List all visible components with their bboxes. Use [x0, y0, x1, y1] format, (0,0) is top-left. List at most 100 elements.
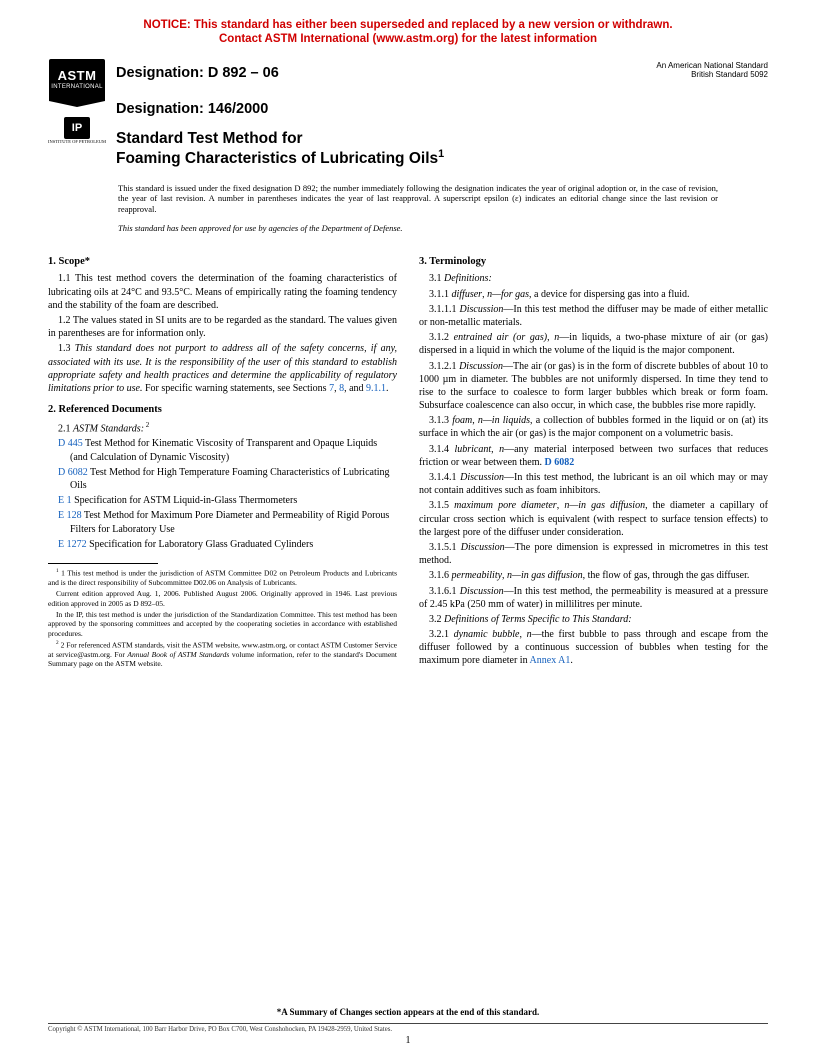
section-3-heading: 3. Terminology	[419, 255, 768, 269]
para-3-1-1-1: 3.1.1.1 Discussion—In this test method t…	[419, 303, 768, 329]
designation-2: Designation: 146/2000	[116, 101, 646, 117]
and-text: , and	[344, 383, 366, 394]
page: NOTICE: This standard has either been su…	[0, 0, 816, 1056]
ref-e128-text: Test Method for Maximum Pore Diameter an…	[70, 510, 389, 534]
para-3-1: 3.1 Definitions:	[419, 272, 768, 285]
para-1-1: 1.1 This test method covers the determin…	[48, 272, 397, 312]
p315-class: n—in gas diffusion	[564, 500, 645, 511]
intro-approval: This standard has been approved for use …	[118, 223, 768, 233]
link-e1[interactable]: E 1	[58, 495, 72, 506]
para-3-1-4-1: 3.1.4.1 Discussion—In this test method, …	[419, 471, 768, 497]
para-1-3: 1.3 This standard does not purport to ad…	[48, 342, 397, 395]
para-3-1-italic: Definitions:	[444, 273, 492, 284]
ref-e1272: E 1272 Specification for Laboratory Glas…	[48, 538, 397, 551]
title-line1: Standard Test Method for	[116, 130, 303, 147]
ref-d6082-text: Test Method for High Temperature Foaming…	[70, 467, 390, 491]
para-3-1-6-1: 3.1.6.1 Discussion—In this test method, …	[419, 585, 768, 611]
header-text: Designation: D 892 – 06 Designation: 146…	[116, 59, 646, 177]
header-right-1: An American National Standard	[656, 61, 768, 70]
p321-num: 3.2.1	[429, 629, 454, 640]
ref-d6082: D 6082 Test Method for High Temperature …	[48, 466, 397, 492]
p316-class: n—in gas diffusion	[507, 570, 583, 581]
summary-note: *A Summary of Changes section appears at…	[48, 1007, 768, 1017]
document-title: Standard Test Method for Foaming Charact…	[116, 129, 646, 169]
astm-logo-icon: ASTM INTERNATIONAL	[49, 59, 105, 101]
p314-term: lubricant	[454, 444, 491, 455]
para-2-1-italic: ASTM Standards:	[73, 423, 144, 434]
p311-term: diffuser	[452, 289, 483, 300]
p316-def: , the flow of gas, through the gas diffu…	[583, 570, 750, 581]
ip-logo-text: IP	[72, 122, 82, 134]
ip-logo-wrap: IP INSTITUTE OF PETROLEUM	[48, 107, 106, 145]
footnote-1b: Current edition approved Aug. 1, 2006. P…	[48, 589, 397, 608]
title-line2: Foaming Characteristics of Lubricating O…	[116, 150, 438, 167]
p3121-num: 3.1.2.1	[429, 361, 459, 372]
notice-banner: NOTICE: This standard has either been su…	[48, 18, 768, 47]
link-d445[interactable]: D 445	[58, 438, 83, 449]
para-1-3-tail: For specific warning statements, see Sec…	[142, 383, 329, 394]
para-2-1-sup: 2	[144, 421, 149, 429]
para-3-1-2-1: 3.1.2.1 Discussion—The air (or gas) is i…	[419, 360, 768, 413]
p316-term: permeability	[452, 570, 503, 581]
footnote-2b: Annual Book of ASTM Standards	[127, 650, 229, 659]
copyright: Copyright © ASTM International, 100 Barr…	[48, 1023, 768, 1033]
para-3-1-5-1: 3.1.5.1 Discussion—The pore dimension is…	[419, 541, 768, 567]
designation-1: Designation: D 892 – 06	[116, 65, 646, 81]
period-1: .	[386, 383, 389, 394]
astm-logo-text: ASTM	[58, 69, 97, 82]
para-3-1-6: 3.1.6 permeability, n—in gas diffusion, …	[419, 569, 768, 582]
ip-logo-icon: IP	[64, 117, 90, 139]
p314-comma: ,	[491, 444, 499, 455]
link-section-911[interactable]: 9.1.1	[366, 383, 386, 394]
link-annex-a1[interactable]: Annex A1	[530, 655, 571, 666]
p3151-num: 3.1.5.1	[429, 542, 461, 553]
para-3-1-5: 3.1.5 maximum pore diameter, n—in gas di…	[419, 499, 768, 539]
section-2-heading: 2. Referenced Documents	[48, 403, 397, 417]
p3121-disc: Discussion	[459, 361, 503, 372]
para-1-3-prefix: 1.3	[58, 343, 75, 354]
p315-num: 3.1.5	[429, 500, 454, 511]
p32-italic: Definitions of Terms Specific to This St…	[444, 614, 632, 625]
p3161-num: 3.1.6.1	[429, 586, 460, 597]
p313-term: foam	[452, 415, 472, 426]
p32-num: 3.2	[429, 614, 444, 625]
para-2-1-num: 2.1	[58, 423, 73, 434]
p314-num: 3.1.4	[429, 444, 454, 455]
para-3-2-1: 3.2.1 dynamic bubble, n—the first bubble…	[419, 628, 768, 668]
ref-e128: E 128 Test Method for Maximum Pore Diame…	[48, 509, 397, 535]
p3151-disc: Discussion	[461, 542, 505, 553]
p3111-num: 3.1.1.1	[429, 304, 460, 315]
p3141-disc: Discussion	[460, 472, 504, 483]
header-row: ASTM INTERNATIONAL IP INSTITUTE OF PETRO…	[48, 59, 768, 177]
para-3-1-1: 3.1.1 diffuser, n—for gas, a device for …	[419, 288, 768, 301]
para-1-2: 1.2 The values stated in SI units are to…	[48, 314, 397, 340]
para-3-2: 3.2 Definitions of Terms Specific to Thi…	[419, 613, 768, 626]
link-d6082[interactable]: D 6082	[58, 467, 88, 478]
footnote-rule	[48, 563, 158, 564]
ref-e1272-text: Specification for Laboratory Glass Gradu…	[87, 539, 314, 550]
notice-line2: Contact ASTM International (www.astm.org…	[219, 33, 597, 45]
title-superscript: 1	[438, 148, 444, 160]
ref-d445: D 445 Test Method for Kinematic Viscosit…	[48, 437, 397, 463]
link-e128[interactable]: E 128	[58, 510, 82, 521]
p313-num: 3.1.3	[429, 415, 452, 426]
para-3-1-4: 3.1.4 lubricant, n—any material interpos…	[419, 443, 768, 469]
right-column: 3. Terminology 3.1 Definitions: 3.1.1 di…	[419, 247, 768, 991]
section-1-heading: 1. Scope*	[48, 255, 397, 269]
p315-term: maximum pore diameter	[454, 500, 557, 511]
ref-e1: E 1 Specification for ASTM Liquid-in-Gla…	[48, 494, 397, 507]
ref-d445-text: Test Method for Kinematic Viscosity of T…	[70, 438, 377, 462]
p312-num: 3.1.2	[429, 332, 454, 343]
ip-logo-sub: INSTITUTE OF PETROLEUM	[48, 140, 106, 145]
p312-term: entrained air (or gas)	[454, 332, 547, 343]
header-right: An American National Standard British St…	[656, 61, 768, 80]
footnote-1a-text: 1 This test method is under the jurisdic…	[48, 568, 397, 586]
link-d6082-inline[interactable]: D 6082	[545, 457, 575, 468]
link-e1272[interactable]: E 1272	[58, 539, 87, 550]
p311-class: n—for gas	[487, 289, 529, 300]
p311-num: 3.1.1	[429, 289, 452, 300]
footnote-1a: 1 1 This test method is under the jurisd…	[48, 568, 397, 587]
footnote-2: 2 2 For referenced ASTM standards, visit…	[48, 640, 397, 669]
p3161-disc: Discussion	[460, 586, 504, 597]
intro-paragraph: This standard is issued under the fixed …	[118, 183, 768, 215]
